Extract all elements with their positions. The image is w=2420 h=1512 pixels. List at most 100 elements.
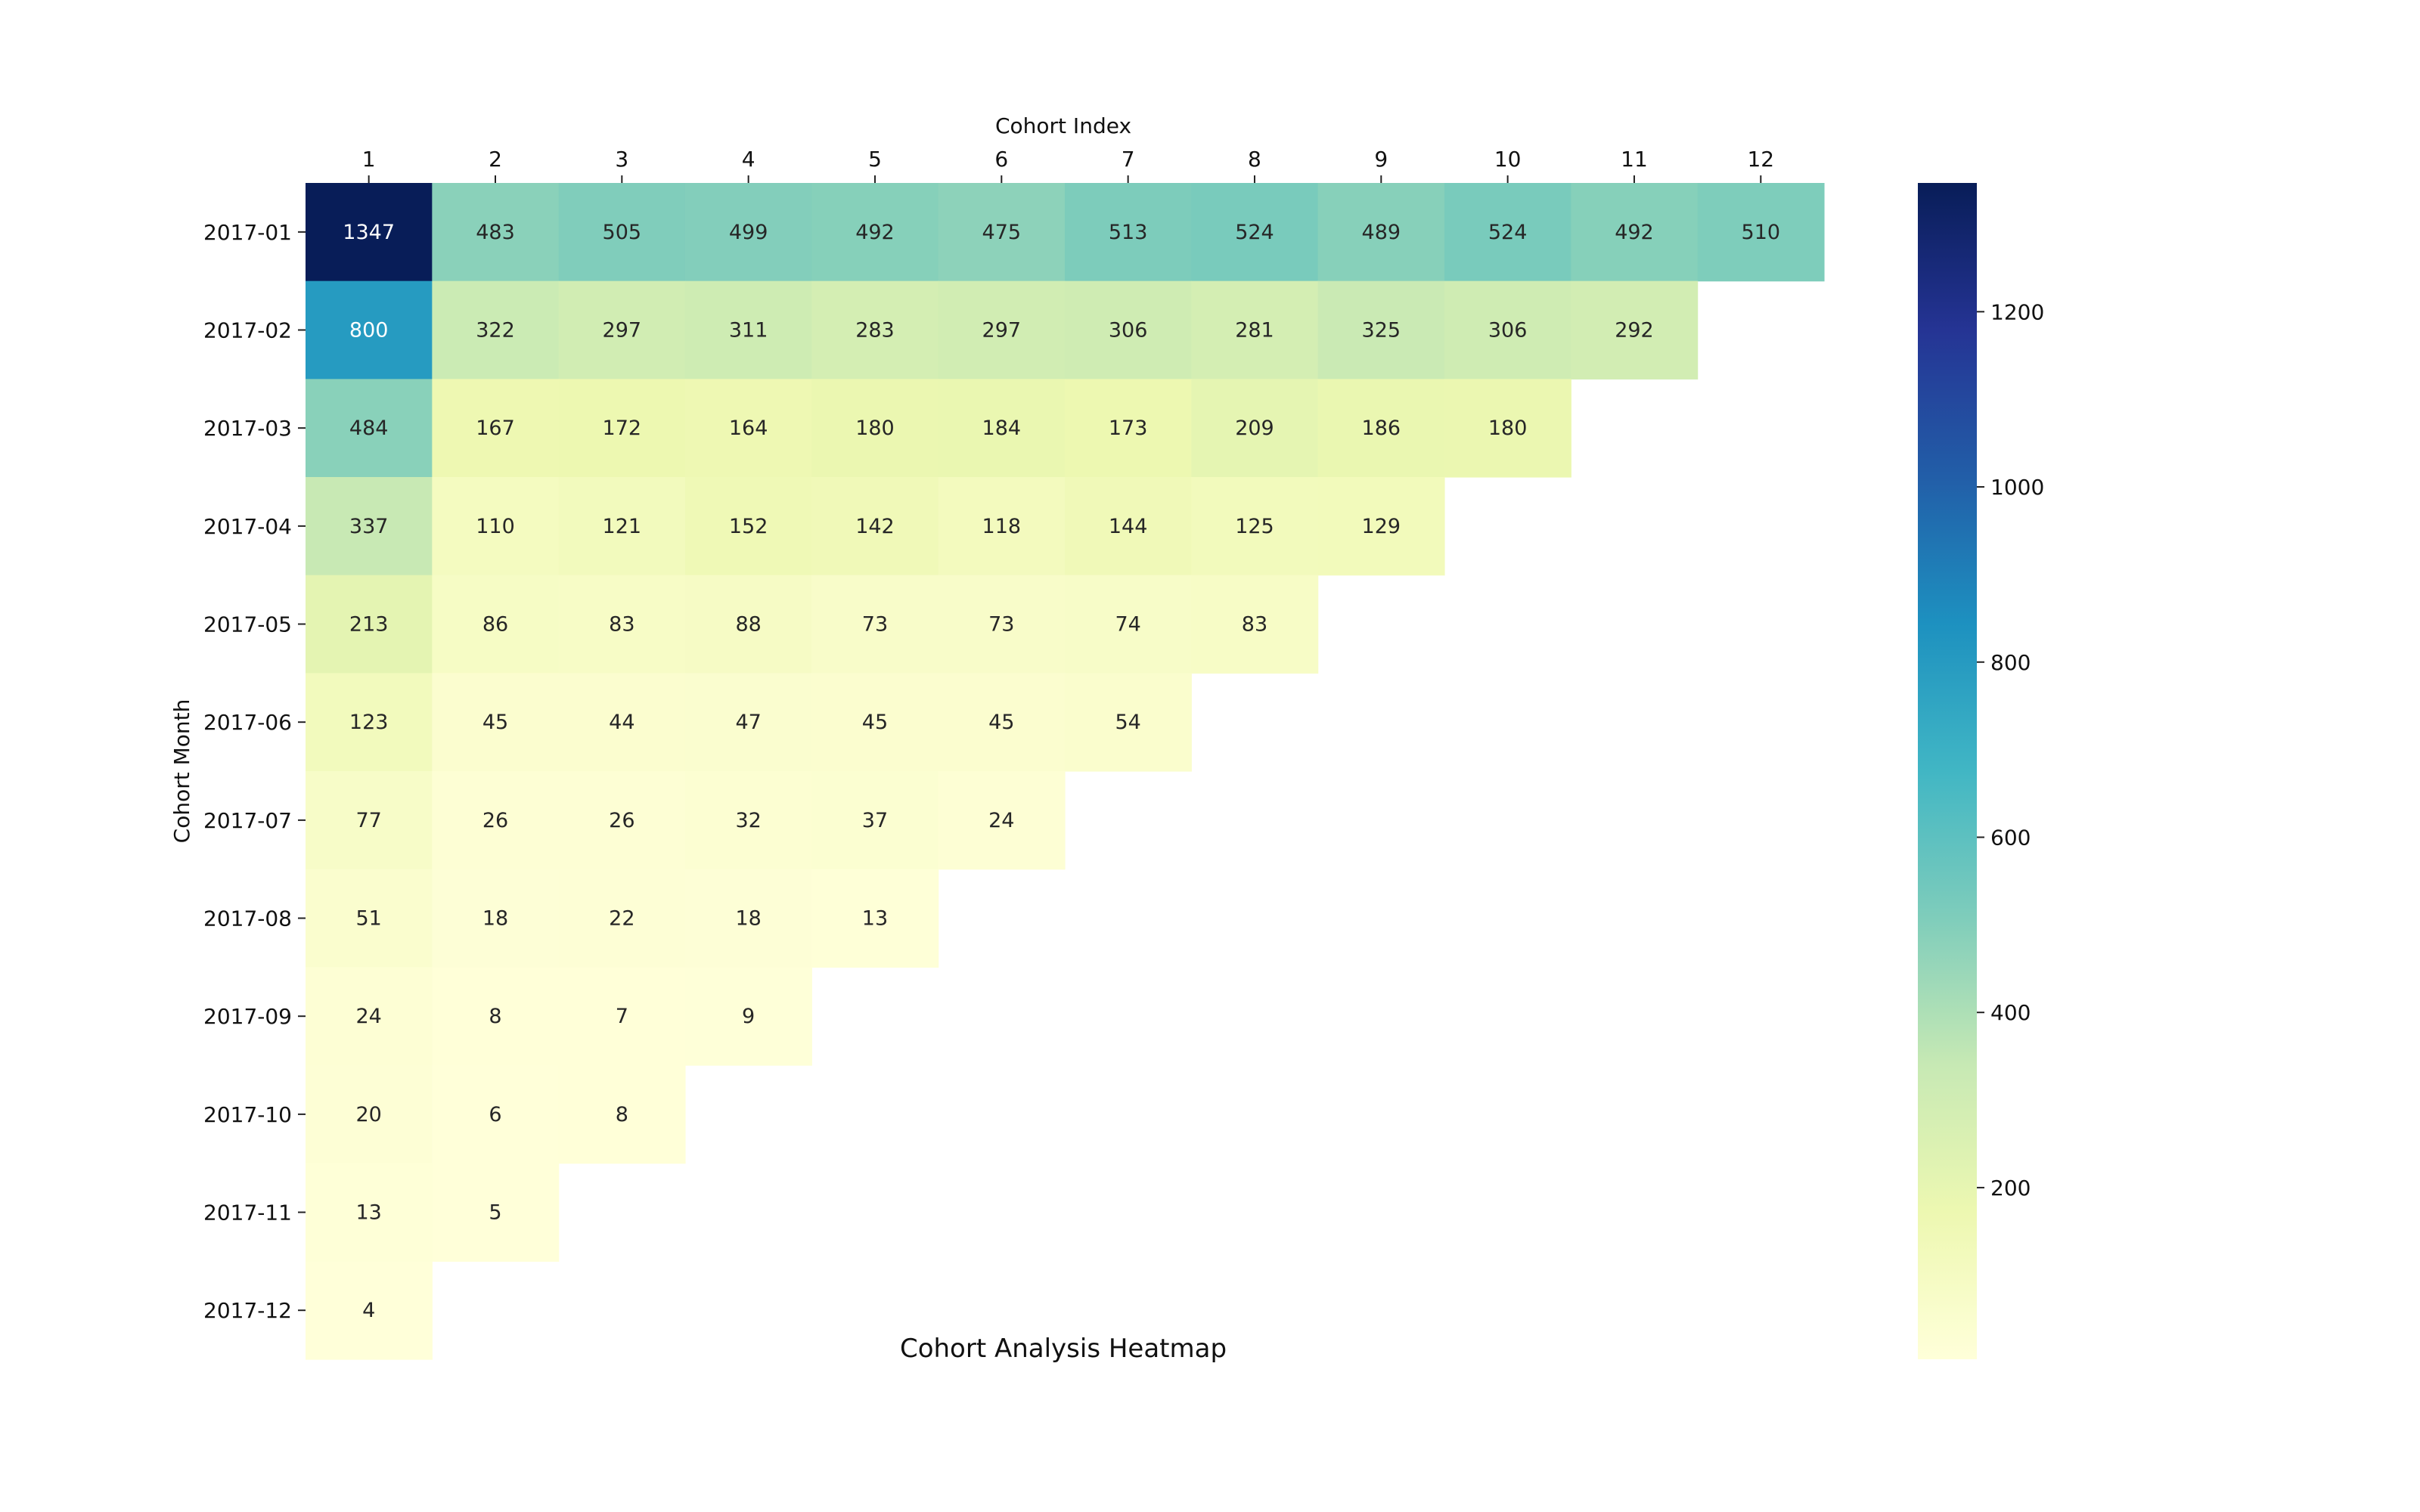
x-tick-label: 1 — [362, 147, 376, 172]
cell-value-label: 83 — [1242, 613, 1267, 637]
cell-value-label: 142 — [855, 515, 895, 538]
heatmap-cell — [1317, 477, 1445, 576]
cell-value-label: 499 — [729, 221, 768, 244]
heatmap-cell — [1191, 379, 1319, 478]
heatmap-cell — [1191, 183, 1319, 282]
heatmap-cell — [306, 1065, 433, 1164]
heatmap-cell — [938, 280, 1066, 380]
heatmap-cell — [938, 575, 1066, 674]
heatmap-cell — [684, 379, 812, 478]
heatmap-cell — [432, 771, 560, 870]
heatmap-cell — [306, 477, 433, 576]
heatmap-cell — [811, 869, 939, 968]
cell-value-label: 73 — [988, 613, 1014, 637]
heatmap-cell — [811, 771, 939, 870]
cell-value-label: 800 — [349, 319, 389, 342]
heatmap-cell — [684, 183, 812, 282]
x-tick-label: 8 — [1248, 147, 1261, 172]
heatmap-cell — [684, 477, 812, 576]
cell-value-label: 18 — [482, 907, 508, 931]
cell-value-label: 73 — [862, 613, 888, 637]
cell-value-label: 45 — [988, 711, 1014, 734]
heatmap-cell — [811, 673, 939, 772]
cell-value-label: 83 — [609, 613, 634, 637]
cell-value-label: 54 — [1115, 711, 1140, 734]
colorbar-tick-label: 800 — [1990, 650, 2031, 675]
heatmap-cell — [1697, 183, 1825, 282]
heatmap-cell — [1064, 183, 1192, 282]
heatmap-cell — [1317, 280, 1445, 380]
cell-value-label: 209 — [1235, 417, 1274, 440]
heatmap-cell — [432, 1065, 560, 1164]
chart-title: Cohort Analysis Heatmap — [900, 1334, 1227, 1364]
heatmap-cell — [1444, 183, 1571, 282]
colorbar-tick-label: 200 — [1990, 1176, 2031, 1201]
heatmap-cell — [1317, 183, 1445, 282]
cell-value-label: 77 — [355, 809, 381, 832]
heatmap-cell — [432, 1163, 560, 1262]
cell-value-label: 322 — [476, 319, 515, 342]
cell-value-label: 26 — [609, 809, 634, 832]
cell-value-label: 337 — [349, 515, 389, 538]
cell-value-label: 484 — [349, 417, 389, 440]
cell-value-label: 26 — [482, 809, 508, 832]
colorbar-tick-label: 600 — [1990, 825, 2031, 850]
y-tick-label: 2017-09 — [203, 1004, 292, 1029]
colorbar-tick-label: 400 — [1990, 1000, 2031, 1025]
cell-value-label: 505 — [603, 221, 642, 244]
colorbar-ticks: 200 400 600 800 1000 1200 — [1977, 299, 2044, 1201]
heatmap-cell — [1571, 280, 1699, 380]
heatmap-cell — [306, 771, 433, 870]
cell-value-label: 32 — [735, 809, 761, 832]
heatmap-cell — [558, 771, 686, 870]
heatmap-cell — [1064, 673, 1192, 772]
cell-value-label: 283 — [855, 319, 895, 342]
cell-value-label: 129 — [1362, 515, 1401, 538]
cell-value-label: 475 — [982, 221, 1022, 244]
heatmap-cell — [306, 575, 433, 674]
cell-value-label: 44 — [609, 711, 634, 734]
cell-value-label: 524 — [1488, 221, 1528, 244]
cell-value-label: 24 — [988, 809, 1014, 832]
y-tick-label: 2017-08 — [203, 906, 292, 931]
heatmap-cell — [938, 183, 1066, 282]
cell-value-label: 13 — [355, 1201, 381, 1225]
heatmap-cell — [558, 869, 686, 968]
colorbar-tick-label: 1000 — [1990, 475, 2044, 500]
cell-value-label: 292 — [1615, 319, 1654, 342]
cell-value-label: 125 — [1235, 515, 1274, 538]
heatmap-cell — [811, 183, 939, 282]
cell-value-label: 180 — [855, 417, 895, 440]
cell-value-label: 4 — [362, 1299, 375, 1322]
y-axis-label: Cohort Month — [169, 699, 194, 844]
heatmap-cell — [432, 869, 560, 968]
heatmap-cell — [306, 280, 433, 380]
cell-value-label: 311 — [729, 319, 768, 342]
cell-value-label: 297 — [982, 319, 1022, 342]
heatmap-cell — [558, 280, 686, 380]
heatmap-cell — [432, 575, 560, 674]
heatmap-cells: 1347 483 505 499 492 475 513 524 489 524 492 510800… — [306, 183, 1825, 1360]
heatmap-cell — [684, 967, 812, 1066]
cell-value-label: 306 — [1109, 319, 1148, 342]
heatmap-cell — [684, 673, 812, 772]
cell-value-label: 45 — [862, 711, 888, 734]
x-axis-ticks: 1 2 3 4 5 6 7 8 9 10 11 12 — [362, 147, 1774, 183]
y-tick-label: 2017-11 — [203, 1201, 292, 1225]
y-tick-label: 2017-07 — [203, 808, 292, 833]
colorbar-gradient — [1918, 183, 1977, 1359]
heatmap-cell — [938, 771, 1066, 870]
heatmap-cell — [558, 967, 686, 1066]
cell-value-label: 306 — [1488, 319, 1528, 342]
cell-value-label: 164 — [729, 417, 768, 440]
x-axis-label: Cohort Index — [995, 113, 1131, 138]
cell-value-label: 297 — [603, 319, 642, 342]
cell-value-label: 110 — [476, 515, 515, 538]
cell-value-label: 86 — [482, 613, 508, 637]
heatmap-cell — [306, 379, 433, 478]
heatmap-cell — [938, 477, 1066, 576]
cell-value-label: 24 — [355, 1005, 381, 1028]
heatmap-cell — [811, 477, 939, 576]
cell-value-label: 152 — [729, 515, 768, 538]
y-tick-label: 2017-04 — [203, 514, 292, 539]
